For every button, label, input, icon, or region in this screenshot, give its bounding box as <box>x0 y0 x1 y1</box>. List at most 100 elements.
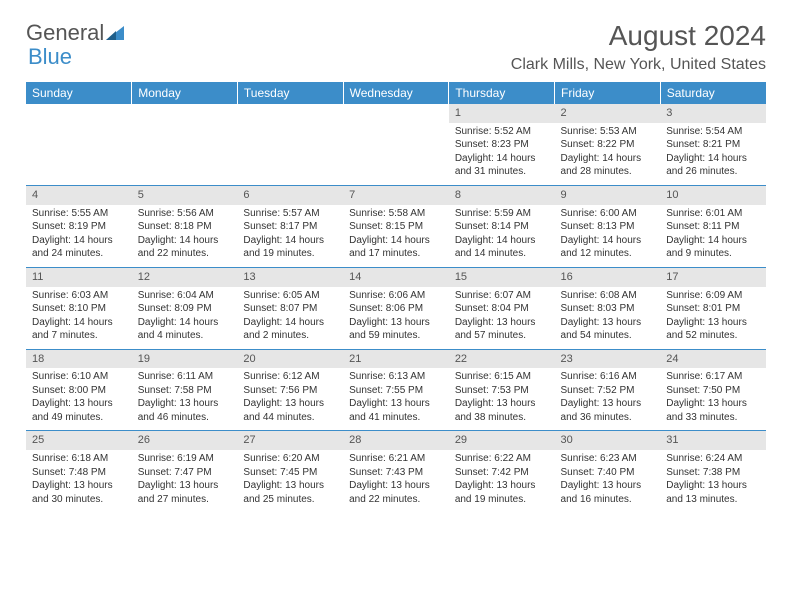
sunset-line: Sunset: 7:40 PM <box>561 466 655 480</box>
daylight-line: Daylight: 13 hours and 13 minutes. <box>666 479 760 506</box>
sunrise-line: Sunrise: 6:03 AM <box>32 289 126 303</box>
day-cell: 9Sunrise: 6:00 AMSunset: 8:13 PMDaylight… <box>555 185 661 267</box>
sunrise-line: Sunrise: 6:19 AM <box>138 452 232 466</box>
daylight-line: Daylight: 13 hours and 36 minutes. <box>561 397 655 424</box>
col-monday: Monday <box>132 82 238 104</box>
daylight-line: Daylight: 13 hours and 52 minutes. <box>666 316 760 343</box>
calendar-head: Sunday Monday Tuesday Wednesday Thursday… <box>26 82 766 104</box>
day-number: 10 <box>660 186 766 205</box>
day-number: 14 <box>343 268 449 287</box>
sunrise-line: Sunrise: 6:15 AM <box>455 370 549 384</box>
day-number: 7 <box>343 186 449 205</box>
calendar-table: Sunday Monday Tuesday Wednesday Thursday… <box>26 82 766 512</box>
sunrise-line: Sunrise: 6:17 AM <box>666 370 760 384</box>
day-number: 27 <box>237 431 343 450</box>
daylight-line: Daylight: 13 hours and 22 minutes. <box>349 479 443 506</box>
daylight-line: Daylight: 13 hours and 38 minutes. <box>455 397 549 424</box>
sunrise-line: Sunrise: 6:20 AM <box>243 452 337 466</box>
sunset-line: Sunset: 8:04 PM <box>455 302 549 316</box>
day-number: 29 <box>449 431 555 450</box>
day-cell: 5Sunrise: 5:56 AMSunset: 8:18 PMDaylight… <box>132 185 238 267</box>
day-number: 15 <box>449 268 555 287</box>
daylight-line: Daylight: 13 hours and 41 minutes. <box>349 397 443 424</box>
sunset-line: Sunset: 7:53 PM <box>455 384 549 398</box>
sunrise-line: Sunrise: 6:09 AM <box>666 289 760 303</box>
daylight-line: Daylight: 14 hours and 31 minutes. <box>455 152 549 179</box>
daylight-line: Daylight: 14 hours and 12 minutes. <box>561 234 655 261</box>
day-cell: 8Sunrise: 5:59 AMSunset: 8:14 PMDaylight… <box>449 185 555 267</box>
page-title: August 2024 <box>511 20 766 52</box>
daylight-line: Daylight: 14 hours and 24 minutes. <box>32 234 126 261</box>
day-cell: . <box>237 104 343 185</box>
calendar-body: ....1Sunrise: 5:52 AMSunset: 8:23 PMDayl… <box>26 104 766 512</box>
sunset-line: Sunset: 7:48 PM <box>32 466 126 480</box>
sunset-line: Sunset: 8:14 PM <box>455 220 549 234</box>
day-cell: 27 Sunrise: 6:20 AMSunset: 7:45 PMDayligh… <box>237 431 343 512</box>
week-row: 11Sunrise: 6:03 AMSunset: 8:10 PMDayligh… <box>26 267 766 349</box>
sunrise-line: Sunrise: 5:59 AM <box>455 207 549 221</box>
daylight-line: Daylight: 13 hours and 44 minutes. <box>243 397 337 424</box>
day-number: 23 <box>555 350 661 369</box>
day-number: 4 <box>26 186 132 205</box>
day-number: 22 <box>449 350 555 369</box>
daylight-line: Daylight: 14 hours and 4 minutes. <box>138 316 232 343</box>
sunrise-line: Sunrise: 6:11 AM <box>138 370 232 384</box>
daylight-line: Daylight: 13 hours and 49 minutes. <box>32 397 126 424</box>
col-saturday: Saturday <box>660 82 766 104</box>
sunset-line: Sunset: 8:19 PM <box>32 220 126 234</box>
day-cell: 10Sunrise: 6:01 AMSunset: 8:11 PMDayligh… <box>660 185 766 267</box>
daylight-line: Daylight: 13 hours and 16 minutes. <box>561 479 655 506</box>
day-cell: 4Sunrise: 5:55 AMSunset: 8:19 PMDaylight… <box>26 185 132 267</box>
daylight-line: Daylight: 13 hours and 54 minutes. <box>561 316 655 343</box>
day-number: 26 <box>132 431 238 450</box>
title-block: August 2024 Clark Mills, New York, Unite… <box>511 20 766 74</box>
sunset-line: Sunset: 7:42 PM <box>455 466 549 480</box>
sunrise-line: Sunrise: 6:00 AM <box>561 207 655 221</box>
day-cell: 18Sunrise: 6:10 AMSunset: 8:00 PMDayligh… <box>26 349 132 431</box>
daylight-line: Daylight: 14 hours and 14 minutes. <box>455 234 549 261</box>
day-cell: 24Sunrise: 6:17 AMSunset: 7:50 PMDayligh… <box>660 349 766 431</box>
sunset-line: Sunset: 8:03 PM <box>561 302 655 316</box>
col-tuesday: Tuesday <box>237 82 343 104</box>
day-cell: 3Sunrise: 5:54 AMSunset: 8:21 PMDaylight… <box>660 104 766 185</box>
week-row: ....1Sunrise: 5:52 AMSunset: 8:23 PMDayl… <box>26 104 766 185</box>
day-cell: 21Sunrise: 6:13 AMSunset: 7:55 PMDayligh… <box>343 349 449 431</box>
sunset-line: Sunset: 8:22 PM <box>561 138 655 152</box>
day-number: 6 <box>237 186 343 205</box>
sunrise-line: Sunrise: 6:04 AM <box>138 289 232 303</box>
col-friday: Friday <box>555 82 661 104</box>
daylight-line: Daylight: 13 hours and 59 minutes. <box>349 316 443 343</box>
day-number: 28 <box>343 431 449 450</box>
day-number: 2 <box>555 104 661 123</box>
day-number: 19 <box>132 350 238 369</box>
daylight-line: Daylight: 13 hours and 25 minutes. <box>243 479 337 506</box>
day-cell: 6Sunrise: 5:57 AMSunset: 8:17 PMDaylight… <box>237 185 343 267</box>
sunrise-line: Sunrise: 5:56 AM <box>138 207 232 221</box>
day-cell: 1Sunrise: 5:52 AMSunset: 8:23 PMDaylight… <box>449 104 555 185</box>
sunset-line: Sunset: 8:21 PM <box>666 138 760 152</box>
daylight-line: Daylight: 13 hours and 19 minutes. <box>455 479 549 506</box>
sunset-line: Sunset: 7:43 PM <box>349 466 443 480</box>
col-wednesday: Wednesday <box>343 82 449 104</box>
day-cell: . <box>343 104 449 185</box>
sunrise-line: Sunrise: 6:18 AM <box>32 452 126 466</box>
day-number: 16 <box>555 268 661 287</box>
day-cell: 20Sunrise: 6:12 AMSunset: 7:56 PMDayligh… <box>237 349 343 431</box>
daylight-line: Daylight: 13 hours and 33 minutes. <box>666 397 760 424</box>
day-number: 20 <box>237 350 343 369</box>
day-number: 12 <box>132 268 238 287</box>
daylight-line: Daylight: 14 hours and 28 minutes. <box>561 152 655 179</box>
daylight-line: Daylight: 13 hours and 30 minutes. <box>32 479 126 506</box>
week-row: 18Sunrise: 6:10 AMSunset: 8:00 PMDayligh… <box>26 349 766 431</box>
day-cell: 26Sunrise: 6:19 AMSunset: 7:47 PMDayligh… <box>132 431 238 512</box>
day-cell: 28Sunrise: 6:21 AMSunset: 7:43 PMDayligh… <box>343 431 449 512</box>
sunset-line: Sunset: 7:47 PM <box>138 466 232 480</box>
sunset-line: Sunset: 7:45 PM <box>243 466 337 480</box>
sunrise-line: Sunrise: 6:24 AM <box>666 452 760 466</box>
day-number: 13 <box>237 268 343 287</box>
day-cell: 25Sunrise: 6:18 AMSunset: 7:48 PMDayligh… <box>26 431 132 512</box>
day-number: 30 <box>555 431 661 450</box>
day-cell: 29Sunrise: 6:22 AMSunset: 7:42 PMDayligh… <box>449 431 555 512</box>
day-number: 18 <box>26 350 132 369</box>
day-number: 11 <box>26 268 132 287</box>
